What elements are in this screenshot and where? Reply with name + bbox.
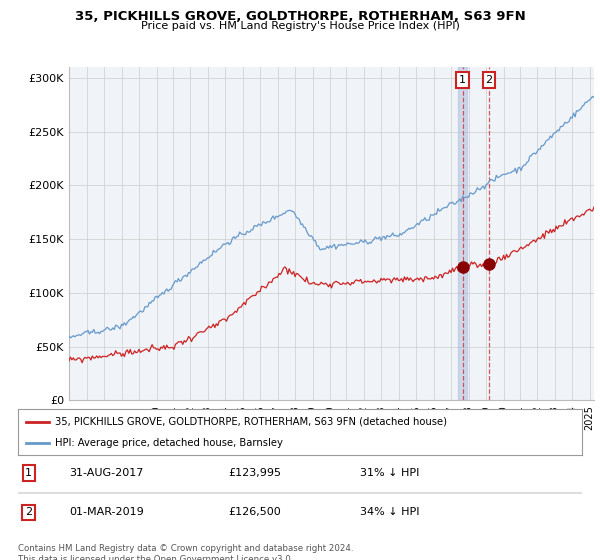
Text: HPI: Average price, detached house, Barnsley: HPI: Average price, detached house, Barn…: [55, 438, 283, 448]
Text: 34% ↓ HPI: 34% ↓ HPI: [360, 507, 419, 517]
Text: 01-MAR-2019: 01-MAR-2019: [69, 507, 144, 517]
Text: 35, PICKHILLS GROVE, GOLDTHORPE, ROTHERHAM, S63 9FN (detached house): 35, PICKHILLS GROVE, GOLDTHORPE, ROTHERH…: [55, 417, 446, 427]
Text: 31% ↓ HPI: 31% ↓ HPI: [360, 468, 419, 478]
Text: Price paid vs. HM Land Registry's House Price Index (HPI): Price paid vs. HM Land Registry's House …: [140, 21, 460, 31]
Text: £126,500: £126,500: [228, 507, 281, 517]
Text: 2: 2: [25, 507, 32, 517]
Text: Contains HM Land Registry data © Crown copyright and database right 2024.
This d: Contains HM Land Registry data © Crown c…: [18, 544, 353, 560]
Text: 1: 1: [459, 75, 466, 85]
Text: 35, PICKHILLS GROVE, GOLDTHORPE, ROTHERHAM, S63 9FN: 35, PICKHILLS GROVE, GOLDTHORPE, ROTHERH…: [74, 10, 526, 23]
Text: 1: 1: [25, 468, 32, 478]
Text: £123,995: £123,995: [228, 468, 281, 478]
Bar: [458, 67, 467, 400]
Text: 31-AUG-2017: 31-AUG-2017: [69, 468, 143, 478]
Text: 2: 2: [485, 75, 493, 85]
